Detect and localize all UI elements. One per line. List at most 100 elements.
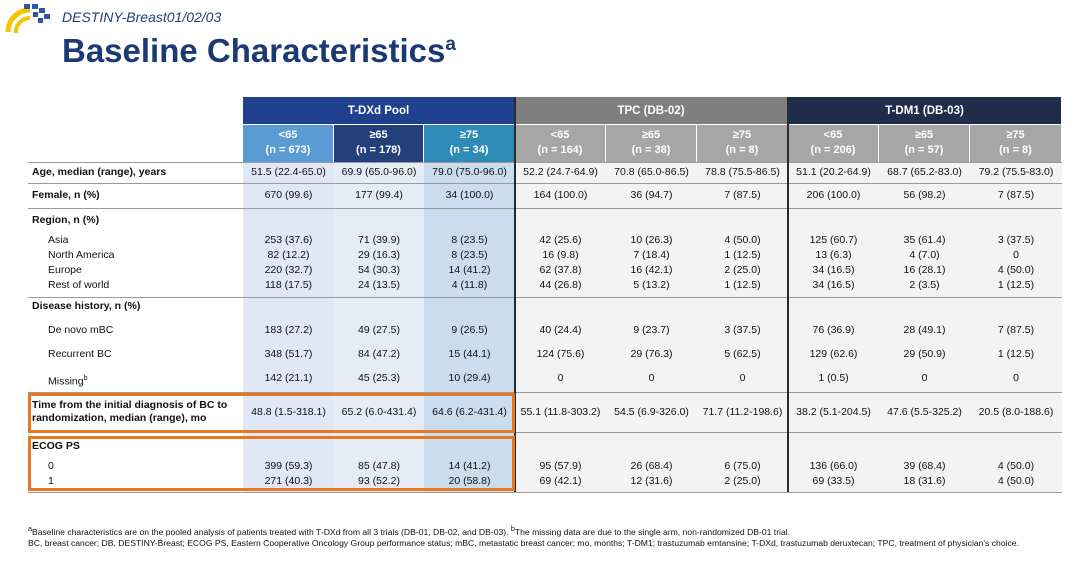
- title-sup: a: [445, 34, 456, 55]
- cell: 4 (7.0): [909, 249, 940, 261]
- cell: 0: [648, 372, 655, 384]
- cell: 79.0 (75.0-96.0): [432, 166, 507, 178]
- cell: 68.7 (65.2-83.0): [887, 166, 962, 178]
- column-header: <65 (n = 164): [515, 125, 605, 162]
- title-text: Baseline Characteristics: [62, 32, 446, 69]
- cell: 5 (62.5): [724, 348, 761, 360]
- column-age: ≥65: [641, 129, 661, 141]
- cell: 78.8 (75.5-86.5): [705, 166, 780, 178]
- cell: 0: [739, 372, 746, 384]
- section-label: Region, n (%): [32, 214, 100, 226]
- cell: 0: [1013, 249, 1019, 261]
- column-header: <65 (n = 673): [243, 125, 333, 162]
- cell: 0: [1013, 372, 1019, 384]
- cell: 38.2 (5.1-204.5): [796, 405, 871, 418]
- cell: 7 (87.5): [997, 189, 1035, 201]
- cell: 54.5 (6.9-326.0): [614, 405, 689, 418]
- column-header: ≥75 (n = 8): [970, 125, 1061, 162]
- item-label: Missingb: [48, 372, 238, 389]
- note: Baseline characteristics are on the pool…: [31, 526, 509, 537]
- cell: 39 (68.4): [903, 460, 946, 472]
- cell: 136 (66.0): [809, 460, 858, 472]
- cell: 142 (21.1): [264, 372, 313, 384]
- column-header: ≥65 (n = 38): [606, 125, 696, 162]
- cell: 71 (39.9): [357, 234, 401, 246]
- column-age: ≥65: [914, 129, 934, 141]
- cell: 177 (99.4): [355, 189, 403, 201]
- abbreviations: BC, breast cancer; DB, DESTINY-Breast; E…: [28, 537, 1019, 548]
- cell: 15 (44.1): [448, 348, 491, 360]
- column-bg: [970, 162, 1062, 492]
- cell: 18 (31.6): [903, 475, 946, 487]
- title: Baseline Characteristicsa: [62, 32, 456, 70]
- cell: 45 (25.3): [357, 372, 401, 384]
- column-age: <65: [278, 129, 298, 141]
- cell: 16 (9.8): [542, 249, 579, 261]
- cell: 129 (62.6): [809, 348, 858, 360]
- column-age: ≥75: [1006, 129, 1025, 141]
- section-label: Disease history, n (%): [32, 300, 141, 312]
- cell: 64.6 (6.2-431.4): [432, 405, 507, 418]
- column-header: <65 (n = 206): [788, 125, 878, 162]
- column-header: ≥65 (n = 57): [879, 125, 969, 162]
- cell: 4 (50.0): [997, 264, 1035, 276]
- cell: 2 (25.0): [724, 264, 761, 276]
- cell: 220 (32.7): [264, 264, 313, 276]
- highlight-box: [28, 436, 515, 491]
- cell: 8 (23.5): [451, 249, 488, 261]
- column-n: (n = 164): [537, 144, 583, 156]
- row-label: Time from the initial diagnosis of BC to…: [32, 399, 228, 424]
- cell: 29 (76.3): [630, 348, 673, 360]
- cell: 7 (87.5): [724, 189, 761, 201]
- cell: 670 (99.6): [264, 189, 313, 201]
- column-n: (n = 178): [356, 144, 401, 156]
- cell: 20 (58.8): [448, 475, 491, 487]
- item-label: Europe: [48, 264, 238, 277]
- row-separator: [28, 297, 1062, 298]
- item-label-text: Missing: [48, 375, 84, 388]
- cell: 34 (16.5): [812, 264, 855, 276]
- cell: 40 (24.4): [539, 324, 582, 336]
- cell: 34 (16.5): [812, 279, 855, 291]
- cell: 20.5 (8.0-188.6): [978, 405, 1054, 418]
- cell: 69.9 (65.0-96.0): [341, 166, 417, 178]
- cell: 125 (60.7): [809, 234, 858, 246]
- cell: 36 (94.7): [630, 189, 673, 201]
- cell: 76 (36.9): [812, 324, 855, 336]
- cell: 9 (26.5): [451, 324, 488, 336]
- item-label-text: De novo mBC: [48, 324, 114, 336]
- item-label: Asia: [48, 234, 238, 247]
- cell: 1 (12.5): [997, 279, 1035, 291]
- item-label: 0: [48, 460, 238, 473]
- cell: 35 (61.4): [903, 234, 946, 246]
- cell: 42 (25.6): [539, 234, 582, 246]
- column-n: (n = 673): [265, 144, 311, 156]
- group-divider: [514, 97, 516, 492]
- column-bg: [788, 162, 879, 492]
- cell: 1 (12.5): [724, 249, 761, 261]
- cell: 2 (3.5): [909, 279, 940, 291]
- cell: 0: [557, 372, 564, 384]
- note-line: aBaseline characteristics are on the poo…: [28, 524, 1058, 538]
- item-label-text: Asia: [48, 234, 69, 246]
- column-header: ≥75 (n = 8): [697, 125, 787, 162]
- cell: 12 (31.6): [630, 475, 673, 487]
- cell: 44 (26.8): [539, 279, 582, 291]
- column-bg: [606, 162, 697, 492]
- cell: 51.1 (20.2-64.9): [796, 166, 871, 178]
- subtitle: DESTINY-Breast01/02/03: [62, 9, 222, 25]
- group-header: T-DXd Pool: [243, 97, 514, 124]
- item-label-sup: b: [83, 375, 88, 382]
- cell: 271 (40.3): [264, 475, 313, 487]
- column-header: ≥75 (n = 34): [424, 125, 514, 162]
- row-separator: [28, 392, 1062, 393]
- cell: 14 (41.2): [448, 460, 491, 472]
- cell: 16 (42.1): [630, 264, 673, 276]
- cell: 124 (75.6): [536, 348, 585, 360]
- group-header: TPC (DB-02): [515, 97, 787, 124]
- item-label-text: Rest of world: [48, 279, 110, 291]
- cell: 4 (11.8): [451, 279, 488, 291]
- column-bg: [697, 162, 788, 492]
- cell: 4 (50.0): [997, 475, 1035, 487]
- cell: 62 (37.8): [539, 264, 582, 276]
